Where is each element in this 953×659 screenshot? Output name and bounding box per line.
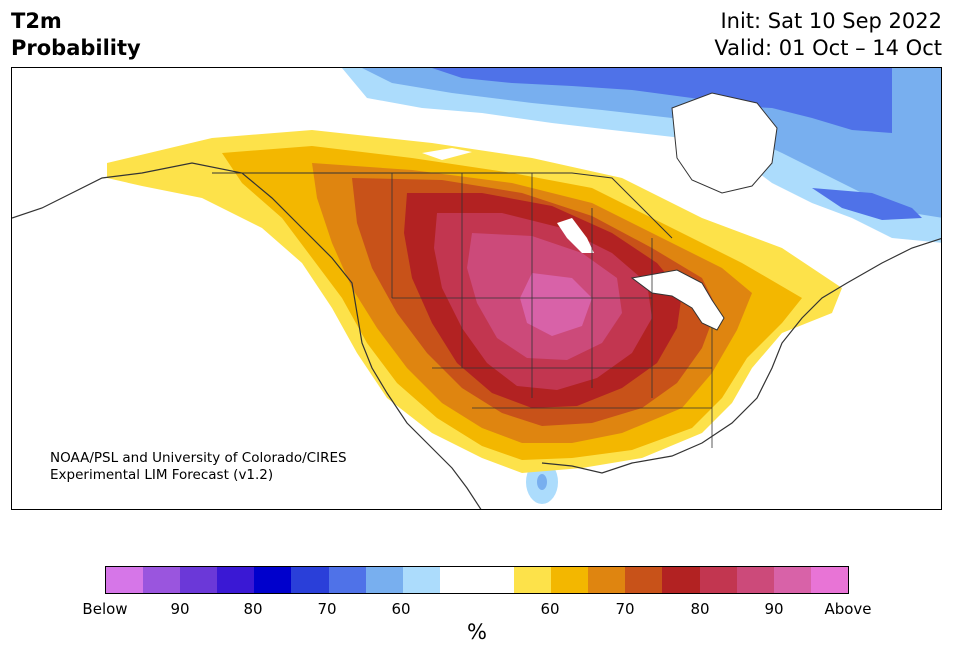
colorbar-swatch	[180, 567, 218, 593]
colorbar-swatch	[810, 567, 848, 593]
credit-line-2: Experimental LIM Forecast (v1.2)	[50, 467, 274, 483]
colorbar-swatch	[402, 567, 440, 593]
cold-region-dark	[432, 68, 892, 133]
colorbar-swatch	[365, 567, 403, 593]
us-canada-border	[212, 172, 673, 239]
colorbar-swatch	[254, 567, 292, 593]
init-date: Init: Sat 10 Sep 2022	[720, 9, 942, 33]
colorbar-tick-label: 80	[690, 600, 710, 618]
warm-band-8	[520, 273, 592, 336]
colorbar-swatch	[439, 567, 477, 593]
map-title: T2m Probability	[11, 8, 141, 62]
colorbar-swatch	[588, 567, 626, 593]
colorbar-tick-label: 90	[764, 600, 784, 618]
forecast-dates: Init: Sat 10 Sep 2022 Valid: 01 Oct – 14…	[714, 8, 942, 62]
colorbar-swatch	[514, 567, 552, 593]
colorbar-tick-label: Above	[824, 600, 872, 618]
credit-line-1: NOAA/PSL and University of Colorado/CIRE…	[50, 450, 347, 466]
coastline-west	[12, 162, 482, 509]
colorbar-swatch	[106, 567, 144, 593]
colorbar-swatch	[217, 567, 255, 593]
colorbar-swatch	[625, 567, 663, 593]
great-lakes	[630, 269, 725, 331]
colorbar-swatch	[736, 567, 774, 593]
colorbar-swatch	[551, 567, 589, 593]
title-line-2: Probability	[11, 36, 141, 60]
colorbar-swatch	[699, 567, 737, 593]
colorbar-swatch	[773, 567, 811, 593]
colorbar-swatch	[291, 567, 329, 593]
colorbar-tick-label: 80	[243, 600, 263, 618]
state-lines	[391, 173, 713, 448]
colorbar-tick-label: 70	[615, 600, 635, 618]
colorbar-tick-label: 60	[540, 600, 560, 618]
coastline-east	[541, 238, 941, 474]
canada-lakes	[422, 148, 472, 160]
cold-region-dark-east	[812, 188, 922, 220]
hudson-bay-outline	[671, 92, 778, 194]
cold-blob-mexico-core	[537, 474, 547, 490]
colorbar-swatch	[143, 567, 181, 593]
probability-map: NOAA/PSL and University of Colorado/CIRE…	[11, 67, 942, 510]
valid-range: Valid: 01 Oct – 14 Oct	[714, 36, 942, 60]
colorbar-swatch	[328, 567, 366, 593]
colorbar	[105, 566, 849, 594]
colorbar-tick-label: 90	[170, 600, 190, 618]
map-canvas	[12, 68, 941, 509]
colorbar-unit: %	[467, 620, 487, 644]
title-line-1: T2m	[11, 9, 62, 33]
colorbar-swatch	[662, 567, 700, 593]
colorbar-tick-label: Below	[82, 600, 128, 618]
colorbar-tick-label: 60	[391, 600, 411, 618]
colorbar-swatch	[476, 567, 515, 593]
map-credit: NOAA/PSL and University of Colorado/CIRE…	[50, 450, 347, 484]
colorbar-tick-label: 70	[317, 600, 337, 618]
lake-winnipeg	[557, 218, 594, 253]
